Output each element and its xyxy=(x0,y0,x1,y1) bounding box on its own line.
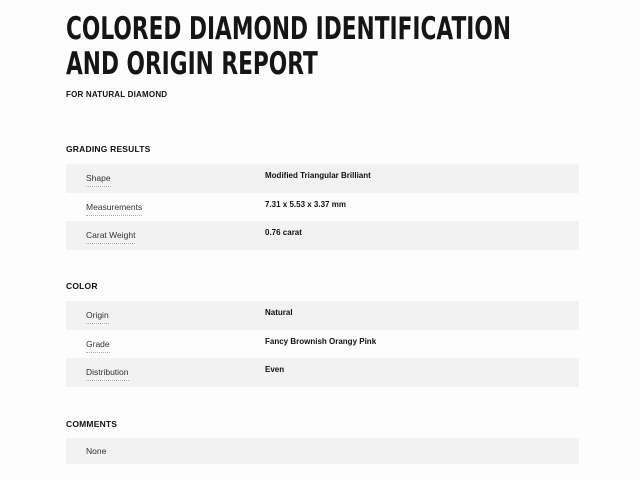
title-line-2: AND ORIGIN REPORT xyxy=(66,46,318,82)
comments-box: None xyxy=(66,438,579,464)
table-row-distribution: Distribution Even xyxy=(66,358,579,387)
row-label[interactable]: Grade xyxy=(86,339,110,353)
row-label[interactable]: Carat Weight xyxy=(86,230,136,244)
table-row-grade: Grade Fancy Brownish Orangy Pink xyxy=(66,330,579,359)
row-label[interactable]: Distribution xyxy=(86,367,129,381)
comments-text: None xyxy=(86,446,107,456)
row-value: 7.31 x 5.53 x 3.37 mm xyxy=(265,199,346,209)
title-line-1: COLORED DIAMOND IDENTIFICATION xyxy=(66,11,511,47)
grading-results-table: Shape Modified Triangular Brilliant Meas… xyxy=(66,164,579,250)
comments-heading: COMMENTS xyxy=(66,419,118,429)
table-row-measurements: Measurements 7.31 x 5.53 x 3.37 mm xyxy=(66,193,579,222)
color-table: Origin Natural Grade Fancy Brownish Oran… xyxy=(66,301,579,387)
row-label[interactable]: Shape xyxy=(86,173,111,187)
table-row-origin: Origin Natural xyxy=(66,301,579,330)
color-heading: COLOR xyxy=(66,281,98,291)
table-row-carat-weight: Carat Weight 0.76 carat xyxy=(66,221,579,250)
report-title: COLORED DIAMOND IDENTIFICATION AND ORIGIN… xyxy=(66,12,511,82)
table-row-shape: Shape Modified Triangular Brilliant xyxy=(66,164,579,193)
row-label[interactable]: Origin xyxy=(86,310,109,324)
row-label[interactable]: Measurements xyxy=(86,202,143,216)
row-value: 0.76 carat xyxy=(265,228,302,237)
row-value: Even xyxy=(265,365,285,374)
row-value: Fancy Brownish Orangy Pink xyxy=(265,336,377,346)
row-value: Natural xyxy=(265,308,293,317)
report-subtitle: FOR NATURAL DIAMOND xyxy=(66,90,168,99)
row-value: Modified Triangular Brilliant xyxy=(265,171,371,180)
grading-results-heading: GRADING RESULTS xyxy=(66,144,151,154)
